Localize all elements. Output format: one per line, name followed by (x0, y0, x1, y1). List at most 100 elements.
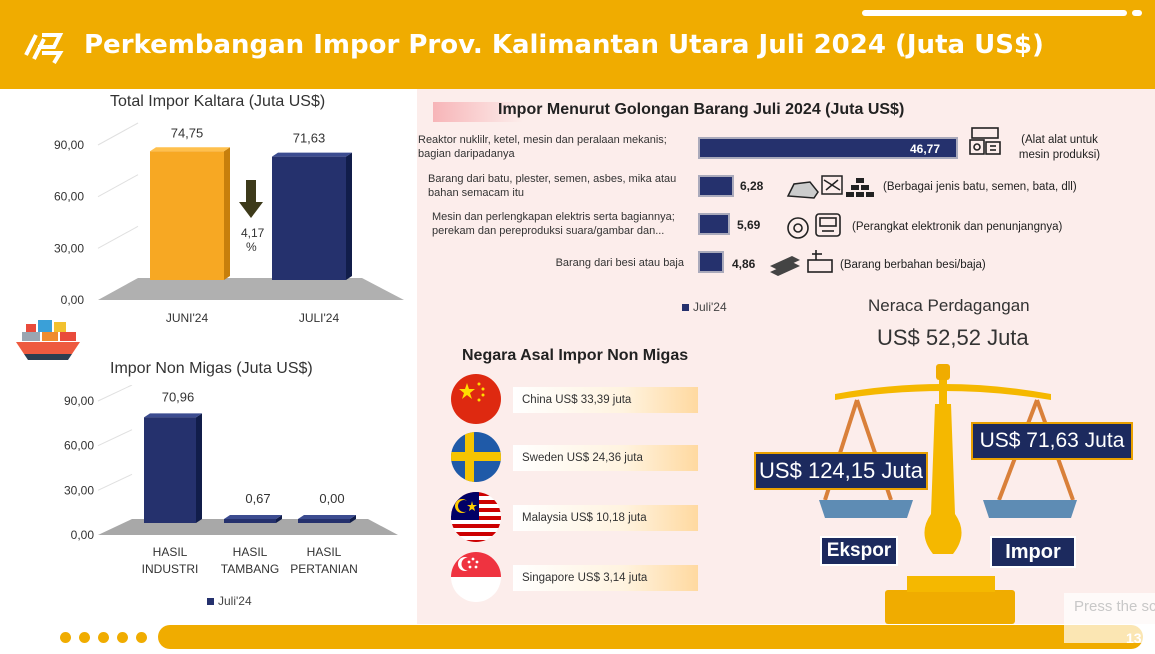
gridline (97, 473, 133, 491)
total-impor-title: Total Impor Kaltara (Juta US$) (110, 93, 326, 110)
legend-swatch (682, 303, 689, 311)
x-tick-label: HASIL (233, 545, 268, 559)
bar (150, 151, 224, 280)
footer-dot (60, 632, 71, 643)
y-tick-label: 90,00 (64, 394, 94, 408)
footer-dot (98, 632, 109, 643)
y-tick-label: 30,00 (64, 483, 94, 497)
y-tick-label: 30,00 (54, 241, 84, 255)
chart-floor (98, 278, 404, 300)
ekspor-value: US$ 124,15 Juta (754, 452, 928, 490)
negara-row-sweden: Sweden US$ 24,36 juta (513, 445, 698, 471)
bar (272, 156, 346, 280)
malaysia-flag-icon (451, 492, 501, 542)
right-panel (417, 89, 1155, 624)
neraca-title: Neraca Perdagangan (868, 296, 1030, 315)
non-migas-chart: 0,00 30,00 60,00 90,00 70,96 HASIL INDUSTRI 0,6… (64, 385, 398, 576)
golongan-label-3: Mesin dan perlengkapan elektris serta ba… (432, 211, 675, 237)
golongan-bar-3 (698, 213, 730, 235)
bar-side (276, 515, 282, 523)
y-tick-label: 60,00 (64, 439, 94, 453)
down-arrow-icon (239, 180, 263, 218)
x-tick-label: INDUSTRI (142, 562, 199, 576)
china-flag-icon (451, 374, 501, 424)
bar-top (298, 515, 356, 519)
bar-side (196, 413, 202, 523)
y-tick-label: 0,00 (71, 528, 95, 542)
bps-logo-icon (24, 33, 64, 65)
x-tick-label: JUNI'24 (166, 311, 209, 325)
golongan-label-1: Reaktor nuklilr, ketel, mesin dan perala… (418, 134, 667, 160)
legend-label: Juli'24 (693, 300, 727, 314)
non-migas-legend: Juli'24 (207, 594, 252, 608)
value-label: 74,75 (171, 125, 204, 140)
non-migas-title: Impor Non Migas (Juta US$) (110, 360, 313, 377)
negara-row-china: China US$ 33,39 juta (513, 387, 698, 413)
header-decor-dot (1132, 10, 1142, 16)
golongan-note-3: (Perangkat elektronik dan penunjangnya) (852, 221, 1063, 233)
impor-value: US$ 71,63 Juta (971, 422, 1133, 460)
total-impor-chart: 0,00 30,00 60,00 90,00 74,75 JUNI'24 71,63 JULI… (54, 122, 404, 325)
bar (298, 519, 350, 523)
golongan-label-2: Barang dari batu, plester, semen, asbes,… (428, 173, 677, 199)
page-number: 13 (1126, 630, 1142, 646)
x-tick-label: JULI'24 (299, 311, 340, 325)
golongan-label-4: Barang dari besi atau baja (555, 257, 684, 269)
negara-row-singapore: Singapore US$ 3,14 juta (513, 565, 698, 591)
golongan-bar-2 (698, 175, 734, 197)
negara-title: Negara Asal Impor Non Migas (462, 347, 689, 364)
x-tick-label: HASIL (307, 545, 342, 559)
x-tick-label: PERTANIAN (290, 562, 358, 576)
golongan-value-3: 5,69 (737, 218, 761, 232)
bar (144, 417, 196, 523)
bar-side (224, 147, 230, 280)
bar-top (272, 152, 352, 157)
x-tick-label: HASIL (153, 545, 188, 559)
gridline (97, 429, 133, 447)
footer-dot (117, 632, 128, 643)
bar-top (224, 515, 282, 519)
machine-icon (969, 127, 1001, 155)
golongan-bar-4 (698, 251, 724, 273)
golongan-title: Impor Menurut Golongan Barang Juli 2024 … (498, 101, 905, 118)
header-bar: Perkembangan Impor Prov. Kalimantan Utar… (0, 0, 1155, 89)
singapore-flag-icon (451, 552, 501, 602)
footer-bar (158, 625, 1143, 649)
page-title: Perkembangan Impor Prov. Kalimantan Utar… (84, 30, 1044, 60)
electronics-icon (787, 213, 841, 239)
change-value: 4,17 (241, 226, 265, 240)
cargo-ship-icon (16, 320, 80, 360)
bar-top (150, 147, 230, 152)
bar-top (144, 413, 202, 418)
change-unit: % (246, 240, 257, 254)
golongan-note-2: (Berbagai jenis batu, semen, bata, dll) (883, 181, 1077, 193)
steel-icon (770, 250, 833, 276)
golongan-bar-1 (698, 137, 958, 159)
value-label: 0,67 (245, 491, 270, 506)
golongan-value-1: 46,77 (910, 142, 941, 156)
footer-dot (79, 632, 90, 643)
sweden-flag-icon (451, 432, 501, 482)
ekspor-label: Ekspor (820, 536, 898, 566)
impor-label: Impor (990, 536, 1076, 568)
y-tick-label: 0,00 (61, 293, 85, 307)
legend-swatch (207, 597, 214, 605)
gridline (97, 385, 133, 402)
golongan-value-2: 6,28 (740, 179, 764, 193)
golongan-value-4: 4,86 (732, 257, 756, 271)
gridline (97, 122, 139, 146)
bar (224, 519, 276, 523)
value-label: 70,96 (162, 389, 195, 404)
bar-side (350, 515, 356, 523)
neraca-value: US$ 52,52 Juta (877, 325, 1029, 350)
value-label: 0,00 (319, 491, 344, 506)
golongan-note-1: (Alat alat untuk mesin produksi) (1018, 134, 1101, 161)
gridline (97, 174, 139, 198)
golongan-note-4: (Barang berbahan besi/baja) (840, 259, 986, 271)
negara-row-malaysia: Malaysia US$ 10,18 juta (513, 505, 698, 531)
y-tick-label: 60,00 (54, 190, 84, 204)
title-highlight (433, 102, 523, 122)
header-decor-bar (862, 10, 1127, 16)
bar-side (346, 152, 352, 280)
watermark-text: Press the screen b (1064, 593, 1155, 643)
